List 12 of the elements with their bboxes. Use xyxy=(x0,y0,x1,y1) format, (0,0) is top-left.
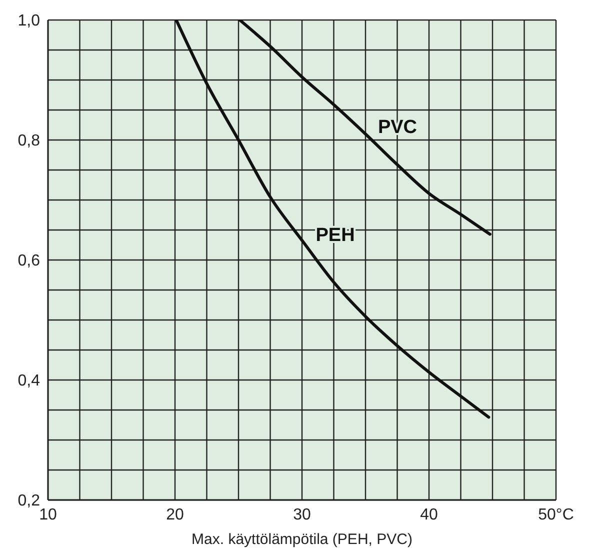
y-tick-label: 0,6 xyxy=(18,252,40,270)
y-tick-label: 1,0 xyxy=(18,12,40,30)
x-tick-label: 10 xyxy=(39,506,57,524)
x-tick-label: 40 xyxy=(420,506,438,524)
x-tick-label: 20 xyxy=(166,506,184,524)
x-tick-label: 50°C xyxy=(538,506,574,524)
y-tick-label: 0,2 xyxy=(18,492,40,510)
x-tick-label: 30 xyxy=(293,506,311,524)
y-tick-label: 0,4 xyxy=(18,372,40,390)
x-axis-title: Max. käyttölämpötila (PEH, PVC) xyxy=(192,531,412,548)
y-tick-label: 0,8 xyxy=(18,132,40,150)
line-series xyxy=(174,20,490,419)
